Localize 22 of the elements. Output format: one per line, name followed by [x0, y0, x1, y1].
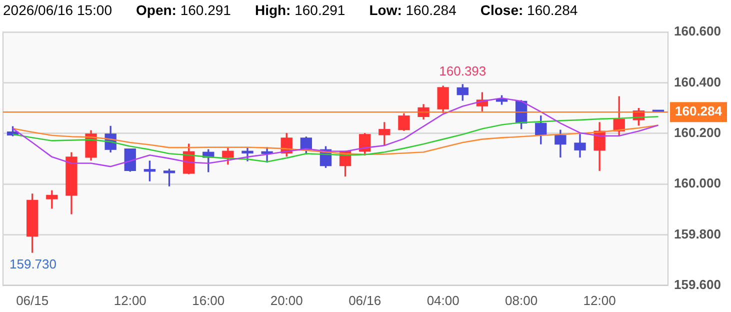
- x-tick-label: 06/16: [348, 292, 382, 308]
- x-tick-label: 12:00: [114, 292, 146, 308]
- x-tick-label: 20:00: [270, 292, 303, 308]
- text: Open: 160.291: [136, 2, 231, 18]
- x-tick-label: 08:00: [505, 292, 538, 308]
- y-tick-label: 160.000: [674, 176, 722, 191]
- x-tick-label: 16:00: [192, 292, 225, 308]
- text: Close: 160.284: [480, 2, 578, 18]
- ref-line-label: 160.284: [675, 104, 723, 119]
- x-tick-label: 04:00: [426, 292, 460, 308]
- text: Low: 160.284: [369, 2, 456, 18]
- y-tick-label: 160.600: [674, 24, 722, 39]
- y-tick-label: 160.400: [674, 74, 722, 90]
- x-tick-label: 06/15: [16, 292, 49, 308]
- x-tick-label: 12:00: [583, 292, 616, 308]
- annotation: 160.393: [439, 64, 486, 79]
- annotation: 159.730: [10, 256, 56, 272]
- chart-title: 2026/06/16 15:00: [3, 2, 112, 18]
- y-tick-label: 159.600: [674, 276, 722, 292]
- y-tick-label: 159.800: [674, 226, 722, 242]
- y-tick-label: 160.200: [674, 124, 722, 140]
- text: High: 160.291: [254, 2, 346, 18]
